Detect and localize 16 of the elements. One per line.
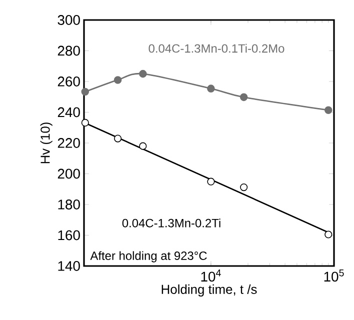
text: 0.04C-1.3Mn-0.2Ti [122, 218, 220, 228]
y-tick-label: 300 [58, 15, 80, 25]
y-axis-title: Hv (10) [40, 122, 52, 164]
y-tick-label: 200 [58, 168, 80, 179]
x-axis-title: Holding time, t /s [162, 284, 257, 297]
y-tick-label: 260 [58, 76, 80, 86]
x-tick-label: 10$^{4}$ [201, 270, 221, 282]
y-tick-label: 180 [58, 200, 80, 210]
y-tick-label: 220 [58, 138, 80, 148]
y-tick-label: 240 [58, 107, 80, 118]
y-tick-label: 160 [58, 230, 80, 240]
annotation: After holding at 923°C [90, 251, 207, 262]
series-label: 0.04C-1.3Mn-0.1Ti-0.2Mo [148, 44, 284, 53]
y-tick-label: 280 [58, 46, 80, 56]
x-tick-label: 10$^{5}$ [324, 270, 344, 282]
y-tick-label: 140 [58, 261, 80, 271]
